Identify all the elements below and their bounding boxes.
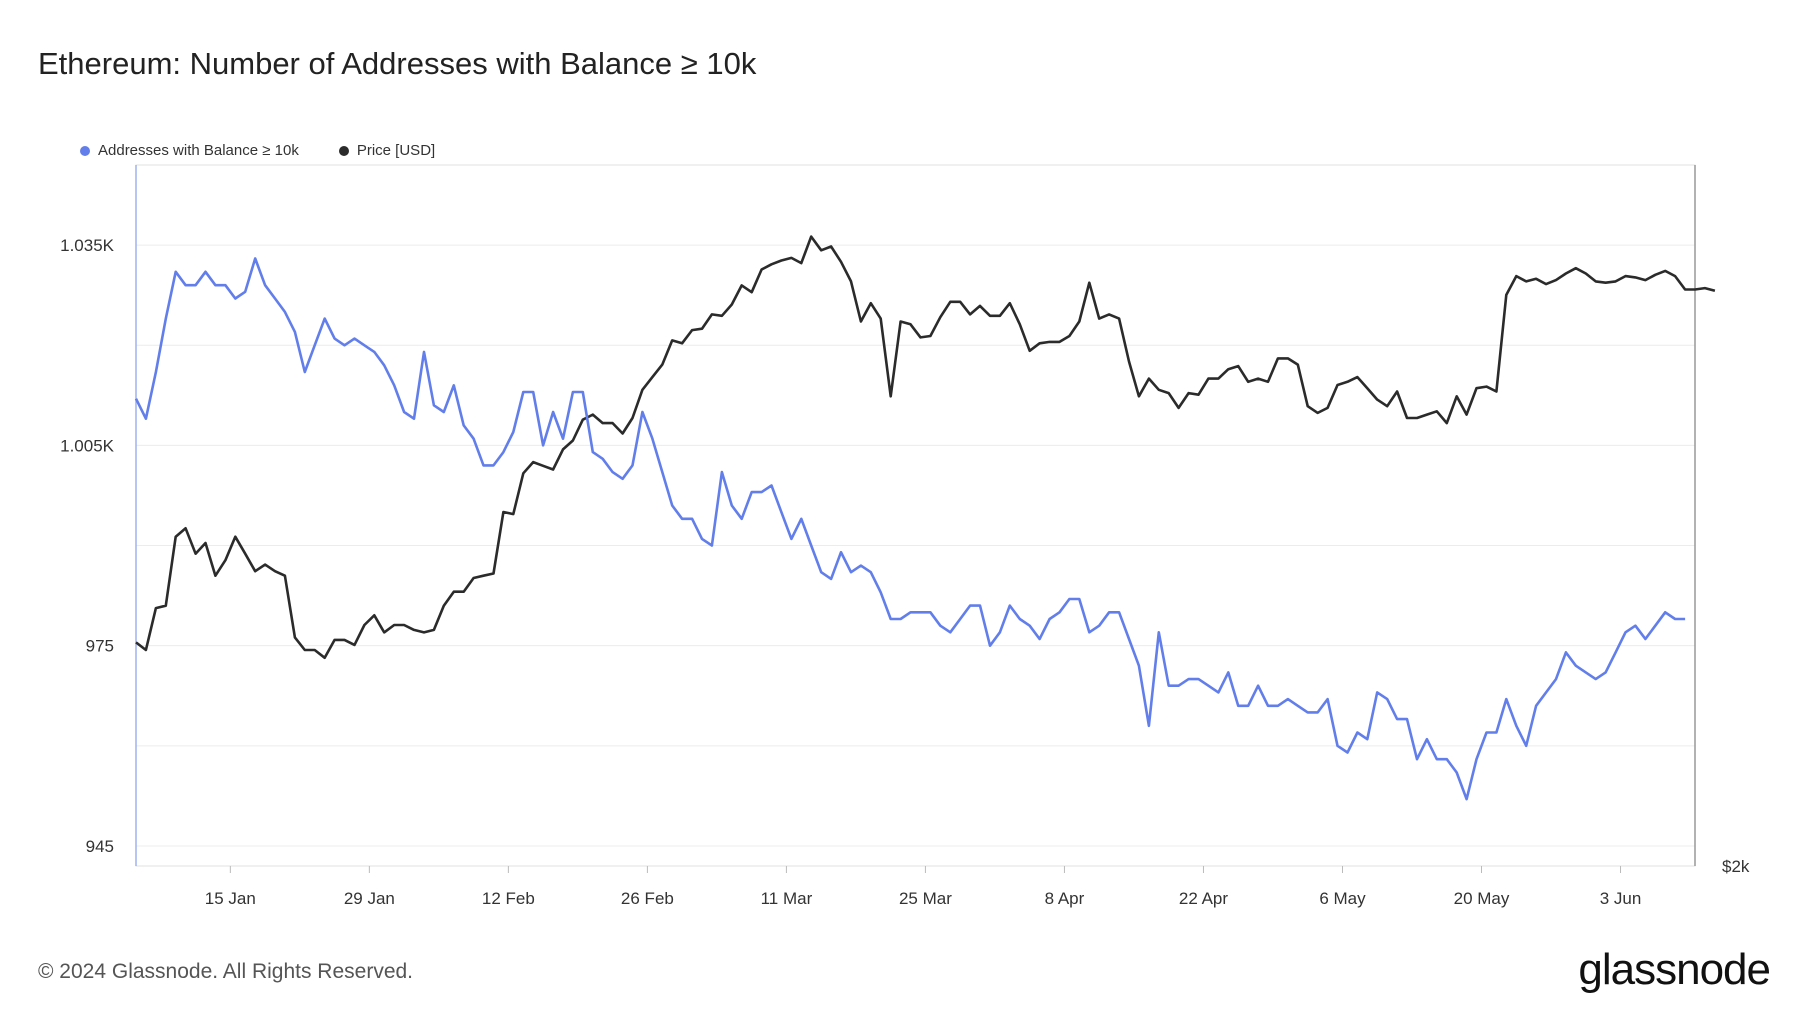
y-tick-label: 1.035K <box>60 236 115 255</box>
series-group <box>134 235 1716 801</box>
series-line-price[interactable] <box>135 235 1716 660</box>
x-tick-label: 22 Apr <box>1179 889 1228 908</box>
y-tick-label: 1.005K <box>60 436 115 455</box>
legend-dot-price <box>338 145 349 156</box>
glassnode-logo: glassnode <box>1578 945 1771 994</box>
legend-dot-addresses <box>80 145 90 156</box>
x-tick-label: 25 Mar <box>899 889 952 908</box>
x-tick-label: 29 Jan <box>344 889 395 908</box>
x-tick-label: 12 Feb <box>482 889 535 908</box>
plot-frame <box>135 164 1696 867</box>
x-tick-label: 6 May <box>1319 889 1366 908</box>
legend-label-addresses: Addresses with Balance ≥ 10k <box>98 142 299 159</box>
x-tick-label: 11 Mar <box>761 889 813 908</box>
legend-label-price: Price [USD] <box>356 142 436 159</box>
grid-lines <box>136 244 1695 847</box>
x-tick-label: 3 Jun <box>1600 889 1642 908</box>
copyright-footer: © 2024 Glassnode. All Rights Reserved. <box>38 960 414 983</box>
legend-item-price[interactable]: Price [USD] <box>338 142 436 159</box>
legend: Addresses with Balance ≥ 10k Price [USD] <box>80 142 435 159</box>
y-right-tick-label: $2k <box>1722 857 1750 876</box>
series-line-addresses[interactable] <box>134 257 1686 801</box>
y-axis-ticks: 945 975 1.005K 1.035K $2k <box>60 236 1750 876</box>
y-tick-label: 975 <box>86 637 114 656</box>
y-tick-label: 945 <box>86 837 114 856</box>
legend-item-addresses[interactable]: Addresses with Balance ≥ 10k <box>80 142 299 159</box>
x-tick-label: 15 Jan <box>205 889 256 908</box>
chart-title: Ethereum: Number of Addresses with Balan… <box>38 46 757 81</box>
x-axis-ticks: 15 Jan 29 Jan 12 Feb 26 Feb 11 Mar 25 Mar 8 Ap… <box>205 866 1642 908</box>
x-tick-label: 26 Feb <box>621 889 674 908</box>
x-tick-label: 8 Apr <box>1045 889 1085 908</box>
x-tick-label: 20 May <box>1454 889 1510 908</box>
